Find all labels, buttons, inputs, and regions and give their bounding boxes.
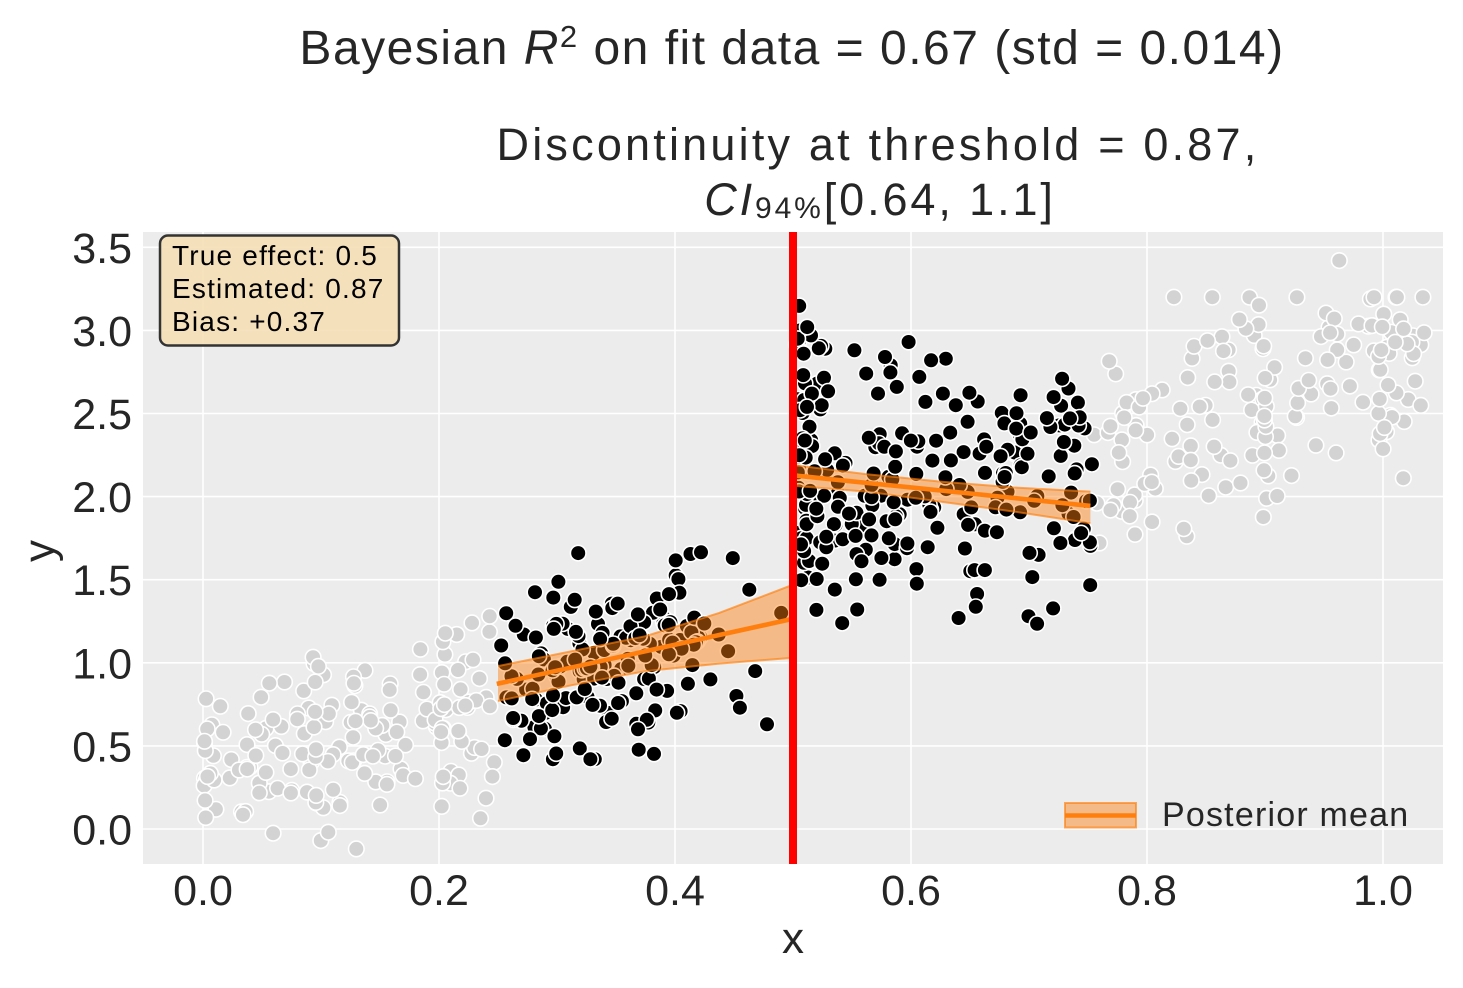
svg-text:3.5: 3.5 bbox=[72, 225, 132, 273]
svg-text:Posterior mean: Posterior mean bbox=[1162, 796, 1409, 834]
svg-text:True effect: 0.5: True effect: 0.5 bbox=[172, 240, 378, 271]
svg-text:Bias: +0.37: Bias: +0.37 bbox=[172, 306, 326, 337]
svg-text:CI94%[0.64, 1.1]: CI94%[0.64, 1.1] bbox=[704, 174, 1056, 225]
svg-text:2.0: 2.0 bbox=[72, 474, 132, 522]
svg-text:0.8: 0.8 bbox=[1117, 867, 1177, 915]
svg-text:0.0: 0.0 bbox=[173, 867, 233, 915]
svg-text:0.6: 0.6 bbox=[881, 867, 941, 915]
svg-text:1.0: 1.0 bbox=[72, 640, 132, 688]
svg-text:0.5: 0.5 bbox=[72, 723, 132, 771]
svg-text:0.4: 0.4 bbox=[645, 867, 705, 915]
svg-text:y: y bbox=[15, 540, 64, 562]
svg-text:Estimated: 0.87: Estimated: 0.87 bbox=[172, 273, 385, 304]
svg-text:1.5: 1.5 bbox=[72, 557, 132, 605]
svg-text:Discontinuity at threshold = 0: Discontinuity at threshold = 0.87, bbox=[497, 119, 1260, 170]
svg-text:x: x bbox=[782, 914, 804, 963]
svg-text:2.5: 2.5 bbox=[72, 391, 132, 439]
svg-text:Bayesian R2 on fit data = 0.67: Bayesian R2 on fit data = 0.67 (std = 0.… bbox=[299, 19, 1284, 75]
svg-text:3.0: 3.0 bbox=[72, 308, 132, 356]
svg-text:0.0: 0.0 bbox=[72, 807, 132, 855]
svg-text:1.0: 1.0 bbox=[1353, 867, 1413, 915]
svg-text:0.2: 0.2 bbox=[409, 867, 469, 915]
